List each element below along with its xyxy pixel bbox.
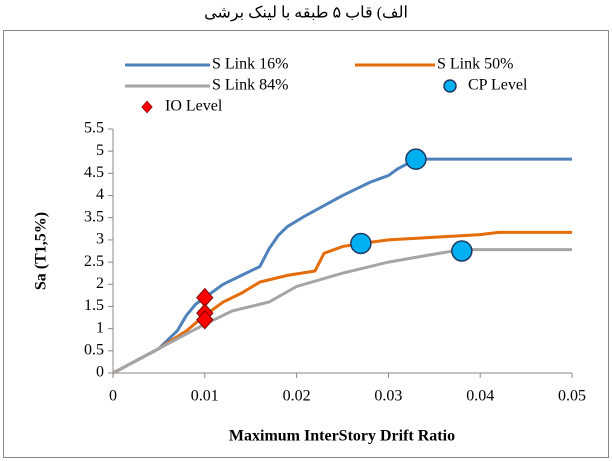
x-tick-label: 0.05: [558, 388, 586, 405]
legend-marker: [141, 100, 153, 114]
y-tick-label: 4.5: [84, 164, 104, 181]
x-tick-label: 0.01: [191, 388, 219, 405]
x-tick-label: 0.02: [283, 388, 311, 405]
y-tick-label: 5.5: [84, 120, 104, 137]
y-tick-label: 3: [96, 231, 104, 248]
series-line: [112, 157, 572, 375]
circle-marker: [405, 148, 427, 170]
y-tick-label: 1: [96, 319, 104, 336]
x-tick-label: 0.03: [374, 388, 402, 405]
y-tick-label: 3.5: [84, 208, 104, 225]
y-tick-label: 0: [96, 364, 104, 381]
series-line: [112, 230, 572, 375]
legend-label: IO Level: [165, 98, 223, 115]
y-tick-label: 2: [96, 275, 104, 292]
y-tick-label: 2.5: [84, 253, 104, 270]
series-line: [112, 248, 572, 375]
y-tick-label: 0.5: [84, 341, 104, 358]
chart-title: الف) قاب ۵ طبقه با لینک برشی: [204, 5, 408, 22]
legend-label: S Link 16%: [212, 56, 288, 73]
y-axis-label: Sa (T1,5%): [33, 212, 50, 290]
x-tick-label: 0.04: [466, 388, 494, 405]
x-tick-label: 0: [109, 388, 117, 405]
chart-border: [3, 30, 609, 458]
x-axis-label: Maximum InterStory Drift Ratio: [229, 428, 455, 445]
legend-label: CP Level: [468, 77, 528, 94]
diamond-marker: [196, 310, 214, 330]
y-tick-label: 5: [96, 142, 104, 159]
circle-marker: [451, 240, 473, 262]
legend-marker: [443, 79, 457, 93]
legend-label: S Link 50%: [437, 56, 513, 73]
y-tick-label: 4: [96, 186, 104, 203]
y-tick-label: 1.5: [84, 297, 104, 314]
legend-label: S Link 84%: [212, 77, 288, 94]
circle-marker: [350, 232, 372, 255]
